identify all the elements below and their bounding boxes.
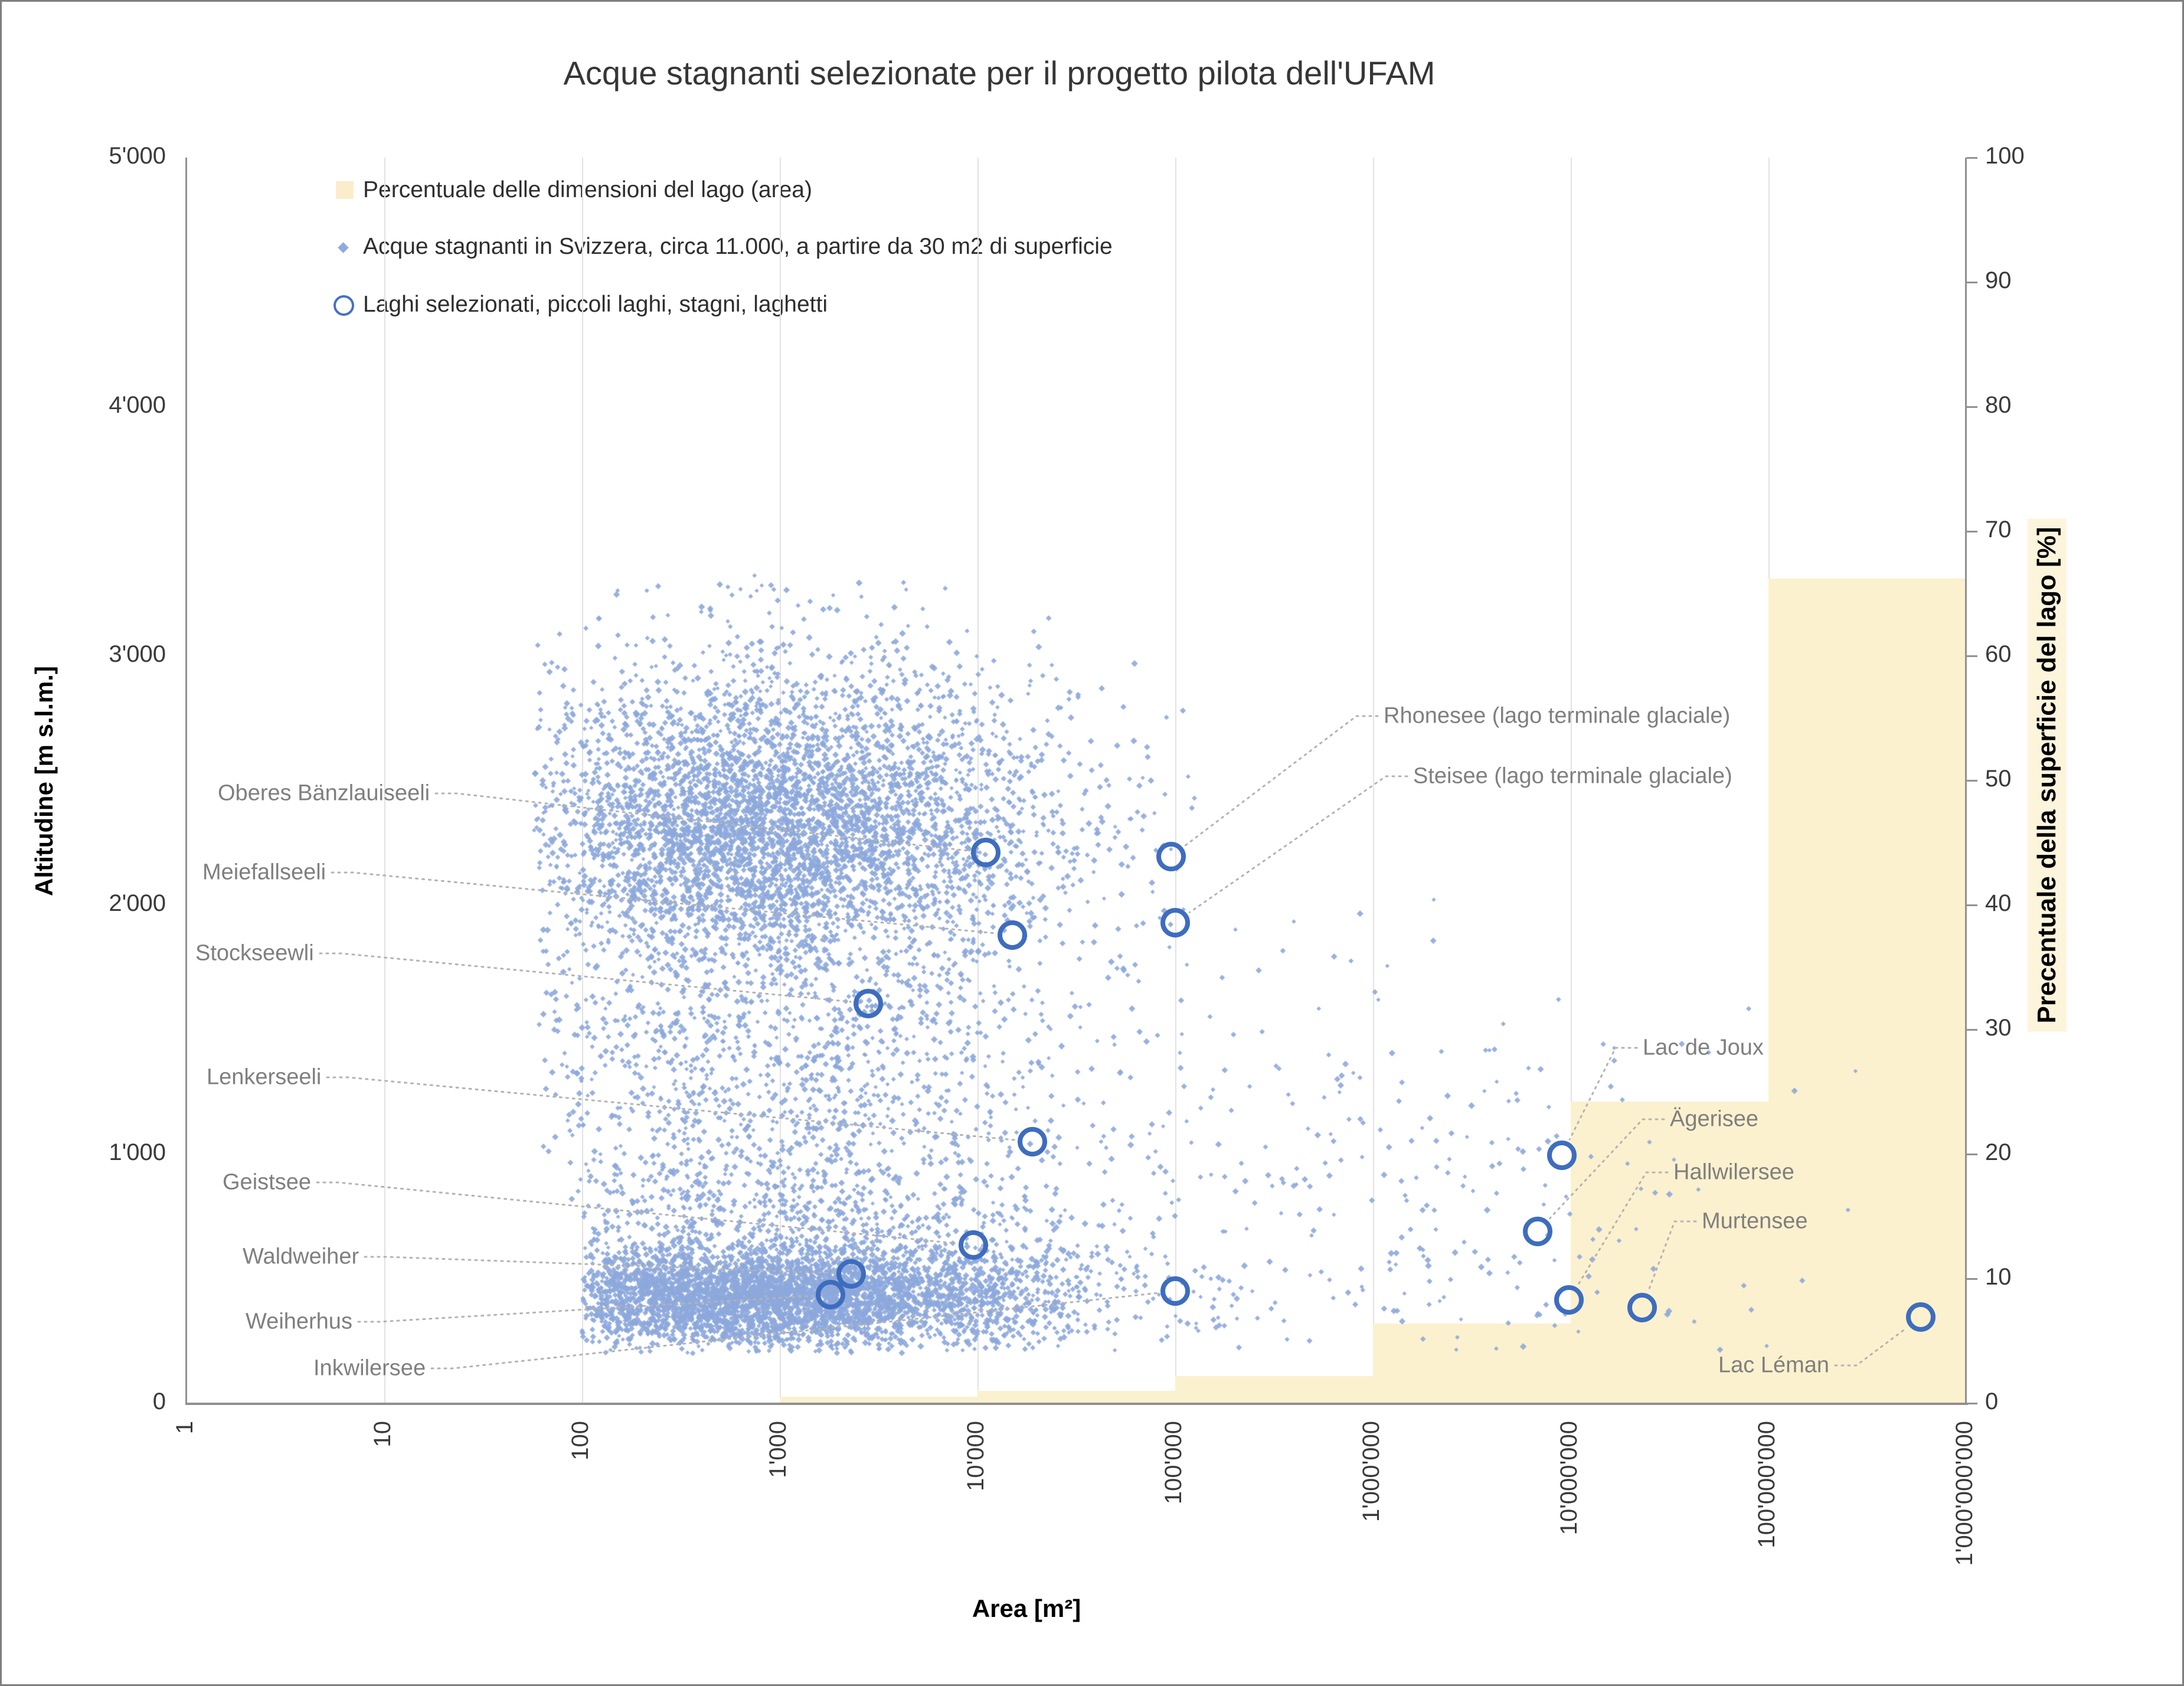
x-tick-label: 100 [567, 1421, 593, 1460]
x-tick-label: 100'000 [1160, 1421, 1186, 1505]
y-right-tick-mark [1967, 1154, 1977, 1155]
leader-line [1183, 715, 1379, 847]
selected-lake-circle [815, 1280, 845, 1310]
leader-line [1577, 1171, 1669, 1286]
lake-label: Hallwilersee [1673, 1159, 1794, 1185]
y-left-tick-label: 1'000 [109, 1139, 166, 1165]
y-left-axis-title: Altitudine [m s.l.m.] [30, 666, 58, 896]
lake-label: Lac de Joux [1643, 1035, 1764, 1060]
selected-lake-circle [1160, 1276, 1190, 1306]
y-right-tick-mark [1967, 904, 1977, 906]
lake-label: Weiherhus [246, 1309, 352, 1334]
lake-label: Inkwilersee [313, 1355, 426, 1381]
x-tick-label: 10'000'000 [1556, 1421, 1582, 1535]
x-axis-title: Area [m²] [972, 1594, 1081, 1622]
lake-label: Waldweiher [243, 1244, 359, 1269]
selected-lake-circle [1522, 1216, 1552, 1246]
scatter-canvas [187, 158, 1966, 1403]
y-right-tick-label: 30 [1985, 1015, 2012, 1041]
lake-label: Murtensee [1702, 1208, 1808, 1234]
selected-lake-circle [836, 1259, 867, 1289]
y-right-tick-label: 10 [1985, 1264, 2012, 1290]
selected-lake-circle [1018, 1126, 1048, 1156]
y-left-tick-label: 5'000 [109, 143, 166, 169]
x-tick-label: 10'000 [963, 1421, 989, 1491]
y-left-tick-label: 0 [152, 1388, 166, 1414]
x-axis-line [185, 1403, 1968, 1405]
y-right-axis-title: Precentuale della superficie del lago [%… [2028, 518, 2067, 1032]
lake-label: Lenkerseeli [207, 1064, 322, 1090]
leader-line [1189, 775, 1408, 913]
lake-label: Meiefallseeli [202, 860, 326, 885]
leader-line [1568, 1047, 1638, 1141]
leader-line [316, 1181, 957, 1244]
y-right-axis-line [1965, 158, 1967, 1404]
leader-line [319, 952, 852, 1003]
selected-lake-circle [853, 988, 883, 1018]
lake-label: Steisee (lago terminale glaciale) [1413, 763, 1732, 789]
lake-label: Geistsee [223, 1169, 311, 1195]
y-right-tick-mark [1967, 157, 1977, 159]
selected-lake-circle [1156, 841, 1186, 871]
y-right-tick-label: 70 [1985, 517, 2012, 543]
leader-line [1548, 1118, 1665, 1220]
chart-title: Acque stagnanti selezionate per il proge… [563, 54, 1436, 92]
y-right-tick-mark [1967, 1029, 1977, 1031]
selected-lake-circle [1160, 907, 1190, 937]
lake-label: Rhonesee (lago terminale glaciale) [1384, 703, 1731, 728]
y-right-tick-mark [1967, 282, 1977, 283]
y-right-tick-label: 40 [1985, 890, 2012, 916]
leader-line [1834, 1326, 1908, 1367]
leader-line [434, 792, 969, 852]
y-right-tick-label: 0 [1985, 1388, 1999, 1414]
y-right-tick-label: 90 [1985, 267, 2012, 293]
selected-lake-circle [1547, 1141, 1577, 1171]
y-right-tick-mark [1967, 1403, 1977, 1404]
y-left-axis-line [185, 158, 187, 1404]
y-left-tick-label: 2'000 [109, 890, 166, 916]
lake-label: Stockseewli [195, 940, 314, 966]
y-right-tick-label: 100 [1985, 143, 2025, 169]
leader-line [1647, 1220, 1697, 1292]
selected-lake-circle [997, 920, 1027, 950]
x-tick-label: 1'000'000'000 [1951, 1421, 1977, 1566]
y-left-tick-label: 3'000 [109, 641, 166, 667]
selected-lake-circle [958, 1230, 988, 1260]
y-right-tick-mark [1967, 406, 1977, 408]
y-right-tick-mark [1967, 1278, 1977, 1280]
y-left-tick-label: 4'000 [109, 392, 166, 418]
selected-lake-circle [1906, 1302, 1936, 1332]
selected-lake-circle [970, 838, 1001, 868]
x-tick-label: 100'000'000 [1754, 1421, 1780, 1548]
leader-line [364, 1256, 835, 1274]
y-right-tick-mark [1967, 531, 1977, 532]
x-tick-label: 1 [172, 1421, 198, 1435]
selected-lake-circle [1627, 1292, 1657, 1322]
y-right-tick-mark [1967, 780, 1977, 782]
y-right-tick-label: 20 [1985, 1139, 2012, 1165]
y-right-tick-mark [1967, 655, 1977, 657]
selected-lake-circle [1554, 1285, 1584, 1315]
leader-line [326, 1076, 1016, 1141]
leader-line [331, 871, 996, 935]
y-right-tick-label: 80 [1985, 392, 2012, 418]
x-tick-label: 1'000'000 [1358, 1421, 1384, 1522]
lake-label: Lac Léman [1718, 1352, 1830, 1378]
y-right-tick-label: 60 [1985, 641, 2012, 667]
lake-label: Ägerisee [1670, 1106, 1758, 1132]
leader-line [430, 1292, 1159, 1370]
x-tick-label: 10 [370, 1421, 395, 1448]
x-tick-label: 1'000 [765, 1421, 791, 1478]
lake-label: Oberes Bänzlauiseeli [218, 780, 430, 806]
leader-line [357, 1295, 814, 1323]
y-right-tick-label: 50 [1985, 766, 2012, 792]
